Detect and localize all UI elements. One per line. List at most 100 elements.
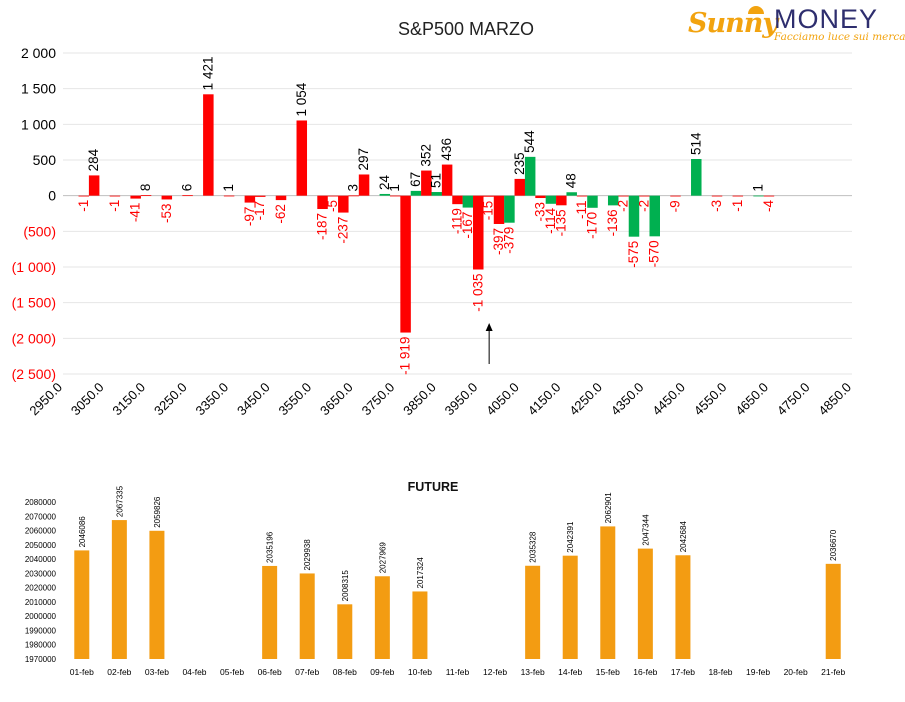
- chart1-x-tick-label: 3350.0: [193, 380, 232, 419]
- chart2-bar: [637, 548, 653, 659]
- chart1-arrow-marker: [485, 323, 493, 364]
- chart2-bar: [562, 555, 578, 659]
- chart2-data-label: 2017324: [416, 557, 425, 589]
- chart2-bar: [111, 520, 127, 659]
- chart1-bar: [545, 195, 557, 204]
- chart1-bar: [514, 178, 526, 196]
- chart1-data-label: 514: [688, 132, 703, 155]
- chart2-bar: [412, 591, 428, 659]
- chart1-data-label: -4: [761, 199, 776, 211]
- chart2-x-tick-label: 15-feb: [596, 667, 620, 677]
- chart1-bar: [223, 195, 235, 197]
- chart1-x-tick-label: 3450.0: [234, 380, 273, 419]
- logo-tagline: Facciamo luce sui mercati: [774, 31, 905, 43]
- chart2-y-tick-label: 2040000: [25, 555, 57, 564]
- chart1-data-label: 67: [408, 172, 423, 187]
- logo-money-text: MONEY: [774, 4, 879, 34]
- chart1-data-label: -397: [491, 228, 506, 255]
- chart1-data-label: -136: [605, 209, 620, 236]
- chart1-data-label: 3: [346, 184, 361, 192]
- sun-icon: [748, 6, 764, 14]
- chart2-y-tick-label: 2050000: [25, 541, 57, 550]
- chart1-x-tick-label: 4250.0: [566, 380, 605, 419]
- chart1-data-label: -114: [543, 207, 558, 234]
- chart1-data-label: 1 054: [294, 82, 309, 116]
- chart2-x-axis: 01-feb 02-feb 03-feb 04-feb 05-feb 06-feb 07-f…: [70, 667, 846, 677]
- chart2-data-labels: 2046086 2067335 2059826 2035196 2029938 20083…: [78, 485, 838, 601]
- chart1-bar: [161, 195, 173, 200]
- chart1-data-label: 6: [180, 184, 195, 192]
- chart2-y-tick-label: 1990000: [25, 626, 57, 635]
- chart1-bar: [670, 195, 681, 197]
- chart2-x-tick-label: 07-feb: [295, 667, 319, 677]
- chart1-x-tick-label: 3250.0: [151, 380, 190, 419]
- chart1-bar: [358, 174, 370, 196]
- chart1-data-label: -237: [335, 217, 350, 244]
- chart2-data-label: 2029938: [303, 539, 312, 571]
- chart1-data-label: 297: [356, 148, 371, 171]
- chart1-bar: [763, 195, 775, 197]
- chart2-x-tick-label: 17-feb: [671, 667, 695, 677]
- chart1-bar: [483, 195, 494, 197]
- chart1-bar: [753, 195, 764, 197]
- chart1-bar: [275, 195, 287, 201]
- chart2-x-tick-label: 11-feb: [446, 667, 470, 677]
- chart1-data-label: -575: [626, 241, 641, 268]
- chart1-y-tick-label: 2 000: [21, 45, 56, 61]
- chart1-data-label: 1 421: [200, 57, 215, 91]
- chart1-bar: [639, 195, 650, 197]
- chart1-bar: [140, 195, 152, 196]
- chart1-data-label: 1: [751, 184, 766, 192]
- chart1-data-label: -9: [668, 200, 683, 212]
- chart2-bar: [337, 604, 353, 659]
- chart1-data-label: -379: [501, 227, 516, 254]
- chart1-x-tick-label: 4150.0: [525, 380, 564, 419]
- chart2-bar: [600, 526, 616, 659]
- chart1-x-axis: 2950.0 3050.0 3150.0 3250.0 3350.0 3450.0 3550…: [26, 380, 854, 419]
- chart1-data-label: -1 035: [470, 273, 485, 311]
- chart1-data-label: -41: [128, 203, 143, 223]
- chart1-x-tick-label: 4850.0: [815, 380, 854, 419]
- chart1-data-label: -119: [450, 208, 465, 234]
- chart1-bar: [452, 195, 463, 205]
- chart2-x-tick-label: 01-feb: [70, 667, 94, 677]
- chart1-arrow-head: [485, 323, 493, 331]
- chart1-data-label: 24: [377, 174, 392, 190]
- chart1-bar: [182, 195, 193, 197]
- chart1-x-tick-label: 4450.0: [649, 380, 688, 419]
- chart1-bar: [566, 192, 577, 196]
- chart1-bar: [691, 159, 702, 196]
- chart1-bar: [109, 195, 121, 197]
- chart2-bar: [525, 565, 541, 659]
- chart1-data-label: -5: [325, 200, 340, 212]
- chart2-y-tick-label: 2070000: [25, 512, 57, 521]
- chart1-bar: [441, 164, 453, 196]
- chart2-x-tick-label: 19-feb: [746, 667, 770, 677]
- chart2-data-label: 2046086: [78, 516, 87, 548]
- chart2-x-tick-label: 12-feb: [483, 667, 507, 677]
- chart1-data-label: 51: [429, 173, 444, 188]
- chart1-y-tick-label: 1 000: [21, 116, 56, 132]
- chart1-data-label: 1: [387, 184, 402, 192]
- chart2-x-tick-label: 21-feb: [821, 667, 845, 677]
- brand-logo: Sunny MONEY Facciamo luce sui mercati: [688, 4, 905, 46]
- chart2-x-tick-label: 20-feb: [784, 667, 808, 677]
- chart1-title: S&P500 MARZO: [398, 19, 534, 39]
- chart2-x-tick-label: 16-feb: [633, 667, 657, 677]
- chart2-bar: [299, 573, 315, 659]
- chart2-x-tick-label: 05-feb: [220, 667, 244, 677]
- chart1-data-label: 352: [418, 144, 433, 167]
- chart1-data-label: 436: [439, 138, 454, 161]
- chart1-x-tick-label: 4550.0: [691, 380, 730, 419]
- chart1-bar: [618, 195, 629, 197]
- chart1-bar: [389, 195, 401, 197]
- chart2-y-tick-label: 1970000: [25, 655, 57, 664]
- chart2-x-tick-label: 08-feb: [333, 667, 357, 677]
- chart1-bar: [317, 195, 328, 210]
- chart1-bar: [296, 120, 308, 196]
- chart2-y-tick-label: 1980000: [25, 641, 57, 650]
- chart2-y-tick-label: 2000000: [25, 612, 57, 621]
- chart1-bar: [88, 175, 100, 196]
- chart1-bar: [576, 195, 588, 197]
